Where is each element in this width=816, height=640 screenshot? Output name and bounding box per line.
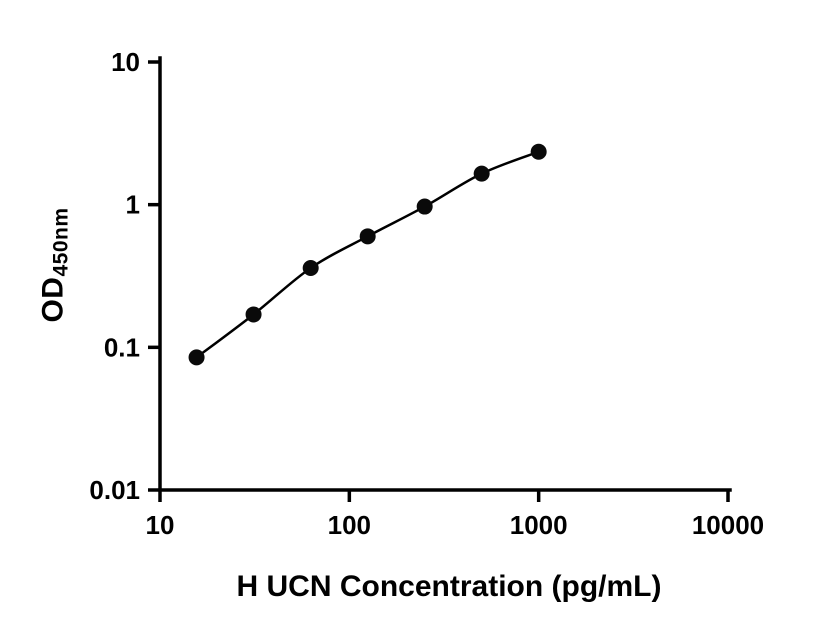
axes-frame bbox=[158, 56, 732, 492]
data-point bbox=[302, 259, 319, 276]
y-axis-tick-label: 1 bbox=[126, 190, 140, 220]
data-point bbox=[359, 228, 376, 245]
x-axis-tick-label: 1000 bbox=[510, 510, 568, 540]
x-axis-tick-label: 10000 bbox=[692, 510, 764, 540]
data-point bbox=[245, 306, 262, 323]
y-axis-title-subscript: 450nm bbox=[49, 207, 73, 277]
y-axis-tick-label: 10 bbox=[111, 47, 140, 77]
data-point bbox=[188, 349, 205, 366]
y-axis-tick-label: 0.01 bbox=[89, 475, 140, 505]
data-point bbox=[473, 165, 490, 182]
data-point bbox=[416, 198, 433, 215]
standard-curve-line bbox=[195, 150, 540, 359]
y-axis-title-main: OD bbox=[36, 276, 70, 323]
y-axis-tick-label: 0.1 bbox=[104, 332, 140, 362]
x-axis-tick-label: 100 bbox=[328, 510, 371, 540]
x-axis-tick-label: 10 bbox=[146, 510, 175, 540]
y-axis-title: OD450nm bbox=[37, 207, 74, 322]
x-axis-title: H UCN Concentration (pg/mL) bbox=[236, 570, 662, 603]
data-point bbox=[530, 143, 547, 160]
